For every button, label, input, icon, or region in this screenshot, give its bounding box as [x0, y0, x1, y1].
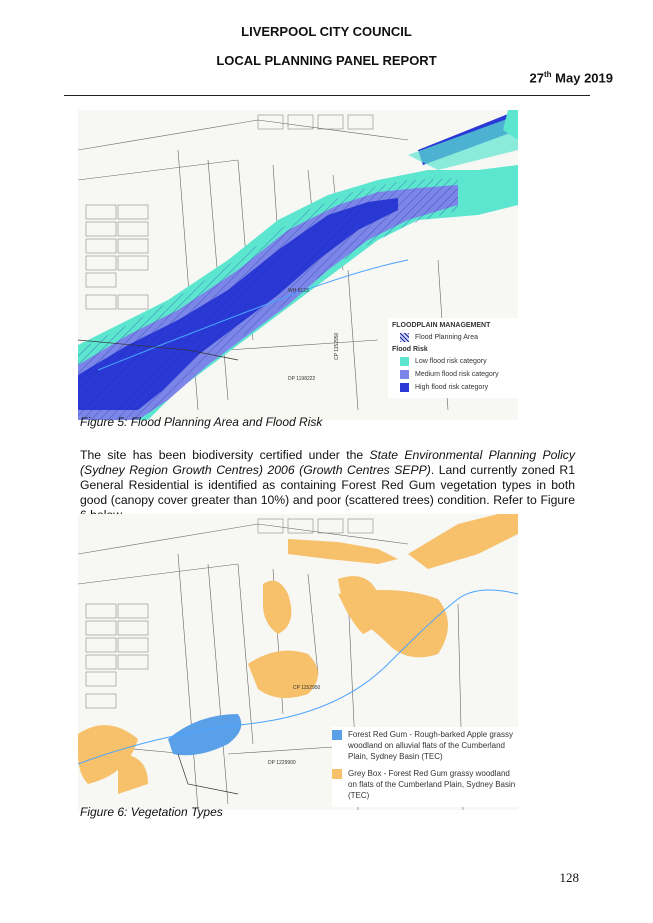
- body-paragraph: The site has been biodiversity certified…: [80, 448, 576, 522]
- flood-map-graphic: WH 8123 DP 1198222 CP 1152950: [78, 110, 518, 420]
- legend-label: High flood risk category: [415, 384, 489, 391]
- legend-item: Flood Planning Area: [400, 333, 520, 342]
- legend-label: Medium flood risk category: [415, 371, 499, 378]
- flood-map: WH 8123 DP 1198222 CP 1152950: [78, 110, 518, 420]
- figure5-caption: Figure 5: Flood Planning Area and Flood …: [80, 415, 323, 429]
- medium-swatch: [400, 370, 409, 379]
- grey-box-swatch: [332, 769, 342, 779]
- page-number: 128: [559, 870, 580, 885]
- report-date: 27th May 2019: [529, 70, 613, 86]
- legend-item: Forest Red Gum - Rough-barked Apple gras…: [332, 729, 518, 762]
- legend-label: Forest Red Gum - Rough-barked Apple gras…: [348, 730, 513, 761]
- high-swatch: [400, 383, 409, 392]
- map-label: CP 1152950: [334, 332, 340, 360]
- legend-item: Grey Box - Forest Red Gum grassy woodlan…: [332, 768, 518, 801]
- legend-label: Flood Planning Area: [415, 334, 479, 341]
- legend-subtitle: Flood Risk: [392, 346, 428, 353]
- vegetation-map-graphic: DP 1229900 CP 1152950: [78, 514, 518, 810]
- vegetation-legend: Forest Red Gum - Rough-barked Apple gras…: [332, 727, 518, 807]
- low-swatch: [400, 357, 409, 366]
- legend-title: FLOODPLAIN MANAGEMENT: [392, 322, 491, 329]
- header-divider: [64, 95, 590, 96]
- map-label: CP 1152950: [293, 685, 321, 691]
- flood-legend: FLOODPLAIN MANAGEMENT Flood Planning Are…: [388, 318, 524, 398]
- legend-item: Medium flood risk category: [400, 370, 520, 379]
- legend-item: Low flood risk category: [400, 357, 520, 366]
- legend-label: Grey Box - Forest Red Gum grassy woodlan…: [348, 769, 516, 800]
- forest-red-gum-swatch: [332, 730, 342, 740]
- legend-label: Low flood risk category: [415, 358, 487, 365]
- map-label: DP 1198222: [288, 376, 316, 382]
- hatch-swatch: [400, 333, 409, 342]
- legend-item: High flood risk category: [400, 383, 520, 392]
- report-heading: LOCAL PLANNING PANEL REPORT: [216, 53, 437, 68]
- map-label: WH 8123: [288, 288, 309, 294]
- figure6-caption: Figure 6: Vegetation Types: [80, 805, 223, 819]
- vegetation-map: DP 1229900 CP 1152950: [78, 514, 518, 810]
- council-heading: LIVERPOOL CITY COUNCIL: [241, 24, 412, 39]
- map-label: DP 1229900: [268, 760, 296, 766]
